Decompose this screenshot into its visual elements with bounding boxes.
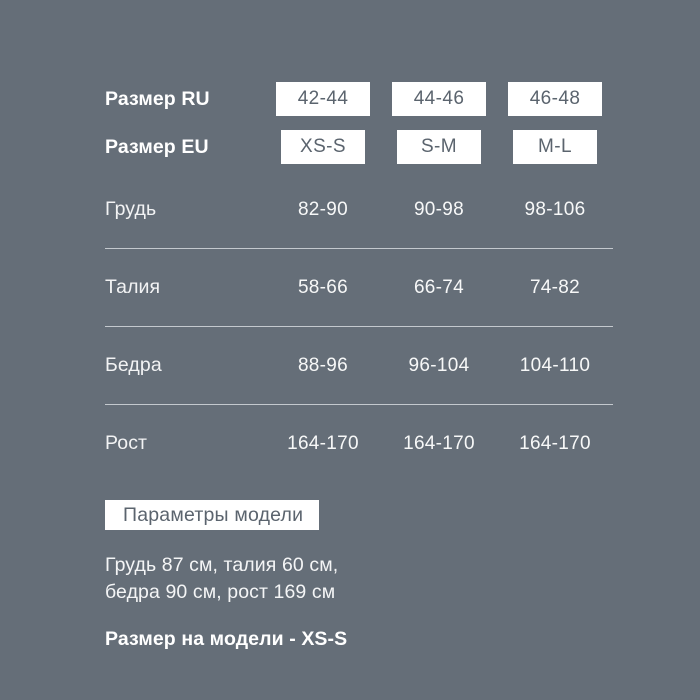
size-chip-ru-2: 44-46 (392, 82, 486, 116)
table-row-chest: Грудь 82-90 90-98 98-106 (105, 171, 613, 248)
table-cell-height-2: 164-170 (403, 432, 475, 454)
size-chip-eu-3: M-L (513, 130, 597, 164)
table-cell-waist-1: 58-66 (297, 276, 349, 298)
size-chip-eu-2: S-M (397, 130, 481, 164)
table-cell: 46-48 (497, 82, 613, 116)
size-chip-eu-1: XS-S (281, 130, 365, 164)
table-cell: S-M (381, 130, 497, 164)
table-row-size-ru: Размер RU 42-44 44-46 46-48 (105, 75, 613, 123)
size-table: Размер RU 42-44 44-46 46-48 Размер EU XS… (105, 75, 613, 482)
table-cell-height-3: 164-170 (519, 432, 591, 454)
size-chip-ru-3: 46-48 (508, 82, 602, 116)
table-cell: M-L (497, 130, 613, 164)
table-cell-hips-2: 96-104 (408, 354, 470, 376)
table-row-waist: Талия 58-66 66-74 74-82 (105, 249, 613, 326)
table-row-height: Рост 164-170 164-170 164-170 (105, 405, 613, 482)
row-divider (105, 404, 613, 405)
table-cell-hips-1: 88-96 (297, 354, 349, 376)
row-label-size-ru: Размер RU (105, 87, 210, 110)
row-label-waist: Талия (105, 276, 161, 298)
table-cell: 44-46 (381, 82, 497, 116)
table-cell-waist-3: 74-82 (529, 276, 581, 298)
table-cell-chest-2: 90-98 (413, 198, 465, 220)
size-chip-ru-1: 42-44 (276, 82, 370, 116)
table-row-hips: Бедра 88-96 96-104 104-110 (105, 327, 613, 404)
row-divider (105, 248, 613, 249)
table-cell-hips-3: 104-110 (519, 354, 591, 376)
model-parameters-title: Параметры модели (105, 500, 320, 530)
model-measurements-text: Грудь 87 см, талия 60 см, бедра 90 см, р… (105, 554, 339, 603)
table-cell-chest-3: 98-106 (524, 198, 586, 220)
table-cell-height-1: 164-170 (287, 432, 359, 454)
table-cell: 42-44 (265, 82, 381, 116)
model-size-text: Размер на модели - XS-S (105, 628, 348, 650)
row-label-hips: Бедра (105, 354, 162, 376)
row-label-chest: Грудь (105, 198, 157, 220)
table-cell: XS-S (265, 130, 381, 164)
row-divider (105, 326, 613, 327)
table-cell-chest-1: 82-90 (297, 198, 349, 220)
table-cell-waist-2: 66-74 (413, 276, 465, 298)
model-parameters-block: Параметры модели Грудь 87 см, талия 60 с… (105, 500, 585, 651)
table-row-size-eu: Размер EU XS-S S-M M-L (105, 123, 613, 171)
row-label-height: Рост (105, 432, 148, 454)
row-label-size-eu: Размер EU (105, 135, 209, 158)
